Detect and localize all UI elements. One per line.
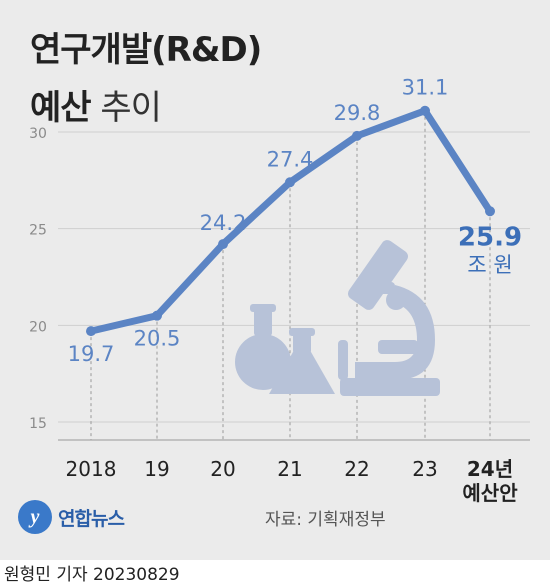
y-tick-labels: 30 25 20 15 bbox=[29, 126, 47, 432]
data-point bbox=[218, 239, 228, 250]
data-label: 25.9 bbox=[458, 222, 522, 252]
x-tick-label: 21 bbox=[277, 457, 302, 481]
infographic-card: 연구개발(R&D) 예산 추이 30 25 20 15 19.7 2 bbox=[0, 0, 550, 560]
data-point bbox=[285, 177, 295, 188]
chart-title-line2: 예산 추이 bbox=[30, 80, 162, 129]
data-label: 19.7 bbox=[68, 342, 115, 366]
lab-equipment-illustration bbox=[235, 240, 440, 396]
line-chart: 30 25 20 15 19.7 20.5 24.2 27.4 29.8 31.1 25.9 20… bbox=[29, 76, 530, 505]
data-label: 27.4 bbox=[267, 147, 314, 171]
y-tick-label: 30 bbox=[29, 126, 47, 142]
byline: 원형민 기자 20230829 bbox=[4, 565, 180, 585]
data-label: 24.2 bbox=[200, 211, 247, 235]
y-tick-label: 25 bbox=[29, 223, 47, 239]
y-tick-label: 15 bbox=[29, 416, 47, 432]
chart-title-line1: 연구개발(R&D) bbox=[30, 30, 262, 70]
data-point bbox=[352, 130, 362, 141]
x-tick-labels: 2018 19 20 21 22 23 24년 예산안 bbox=[66, 457, 519, 505]
x-tick-label: 2018 bbox=[66, 457, 117, 481]
chart-title-bold: 예산 bbox=[30, 88, 92, 128]
data-label: 31.1 bbox=[402, 76, 449, 100]
data-point bbox=[485, 206, 495, 217]
data-point bbox=[420, 105, 430, 116]
source-note: 자료: 기획재정부 bbox=[265, 510, 386, 530]
unit-label: 조 원 bbox=[467, 253, 512, 277]
publisher-logo: y 연합뉴스 bbox=[18, 500, 125, 534]
x-tick-label: 22 bbox=[344, 457, 369, 481]
chart-title-light: 추이 bbox=[100, 88, 162, 128]
x-tick-label: 23 bbox=[412, 457, 437, 481]
x-tick-label: 24년 예산안 bbox=[462, 457, 518, 505]
x-tick-label: 20 bbox=[210, 457, 235, 481]
data-point bbox=[152, 310, 162, 321]
data-label: 20.5 bbox=[134, 327, 181, 351]
data-labels-layer: 19.7 20.5 24.2 27.4 29.8 31.1 25.9 bbox=[68, 76, 522, 366]
data-point bbox=[86, 326, 96, 337]
logo-mark-icon: y bbox=[18, 500, 52, 534]
data-points-layer bbox=[86, 105, 495, 337]
y-tick-label: 20 bbox=[29, 319, 47, 335]
logo-text: 연합뉴스 bbox=[58, 507, 125, 530]
x-tick-label: 19 bbox=[144, 457, 169, 481]
data-label: 29.8 bbox=[334, 101, 381, 125]
